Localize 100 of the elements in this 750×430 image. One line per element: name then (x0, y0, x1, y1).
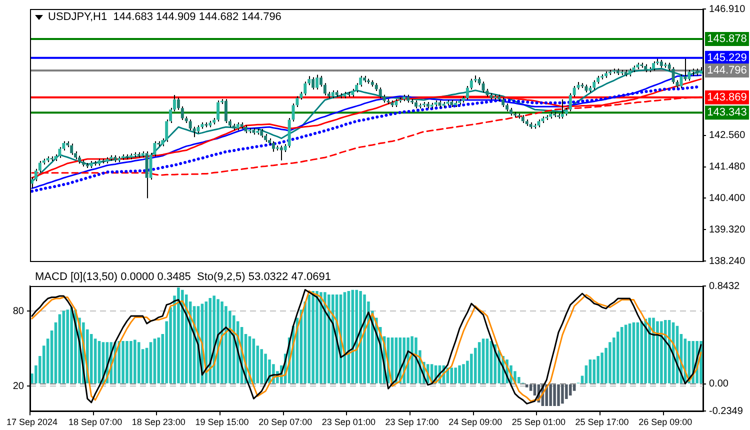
y-tick-label: 141.480 (709, 162, 746, 173)
candlestick (482, 81, 485, 93)
bar (312, 291, 314, 384)
candlestick (696, 68, 699, 76)
y-tick-label: -0.2349 (709, 406, 744, 417)
bar (652, 318, 655, 384)
candlestick (498, 94, 501, 102)
candlestick (304, 81, 307, 96)
bar (592, 360, 596, 384)
ref-line-label: 144.796 (707, 64, 747, 76)
y-tick-label: 138.240 (709, 256, 746, 267)
bar (565, 384, 568, 400)
bar (596, 356, 600, 384)
candlestick (502, 97, 505, 108)
y2-tick-label: 80 (12, 306, 24, 317)
y-tick-label: 139.320 (709, 224, 746, 236)
bar (478, 342, 481, 384)
candlestick (572, 86, 576, 98)
candlestick (672, 66, 675, 84)
bar (149, 342, 152, 384)
bar (660, 321, 663, 384)
bar (70, 307, 73, 384)
bar (328, 294, 330, 384)
candlestick (648, 66, 652, 73)
candlestick (252, 128, 256, 136)
x-tick-label: 25 Sep 01:00 (512, 417, 566, 428)
candlestick (410, 98, 414, 105)
bar (482, 338, 485, 384)
candlestick (157, 140, 160, 147)
bar (58, 314, 62, 384)
candlestick (644, 64, 648, 73)
candlestick (494, 94, 497, 100)
bar (320, 292, 322, 384)
candlestick (351, 88, 354, 98)
candlestick (114, 154, 117, 163)
candlestick (553, 112, 556, 118)
bar (462, 364, 465, 384)
bar (66, 310, 69, 384)
bar (410, 336, 414, 384)
candlestick (260, 128, 264, 138)
candlestick (386, 98, 390, 105)
candlestick (264, 133, 268, 142)
bar (137, 342, 140, 384)
bar (632, 322, 636, 384)
candlestick (280, 145, 283, 161)
candlestick (98, 158, 101, 166)
bar (636, 322, 640, 384)
bar (126, 340, 128, 384)
x-tick-label: 17 Sep 2024 (6, 417, 58, 428)
bar (620, 327, 624, 384)
x-tick-label: 26 Sep 09:00 (638, 417, 692, 428)
bar (359, 291, 362, 384)
candlestick (176, 97, 180, 110)
candlestick (430, 102, 434, 109)
candlestick (129, 152, 132, 160)
candlestick (122, 154, 125, 160)
y2-tick-label: 20 (12, 380, 24, 392)
bar (177, 288, 180, 384)
bar (134, 340, 136, 384)
y-tick-label: 142.560 (709, 130, 746, 142)
candlestick (545, 114, 548, 121)
candlestick (316, 74, 318, 90)
bar (62, 310, 66, 384)
candlestick (462, 96, 465, 104)
ref-line-label: 145.229 (707, 52, 747, 64)
y-tick-label: 140.400 (709, 192, 746, 204)
bar (553, 384, 556, 406)
candlestick (240, 122, 244, 130)
candlestick (248, 128, 252, 134)
candlestick (402, 94, 406, 102)
candlestick (394, 98, 398, 108)
bar (316, 291, 318, 384)
x-tick-label: 19 Sep 15:00 (195, 417, 249, 428)
candlestick (692, 68, 695, 77)
candlestick (537, 118, 540, 128)
x-tick-label: 18 Sep 07:00 (68, 417, 122, 428)
candlestick (216, 100, 220, 122)
bar (450, 368, 453, 384)
bar (414, 337, 418, 384)
candlestick (604, 70, 608, 78)
candlestick (568, 92, 572, 112)
candlestick (208, 120, 212, 128)
candlestick (525, 118, 528, 126)
candlestick (192, 126, 196, 138)
candlestick (145, 150, 148, 199)
bar (260, 349, 263, 384)
candlestick (200, 122, 204, 130)
bar (252, 338, 256, 384)
candlestick (58, 146, 62, 158)
candlestick (549, 112, 552, 120)
bar (486, 338, 489, 384)
candlestick (335, 90, 338, 98)
bar (130, 340, 132, 384)
candlestick (513, 112, 516, 118)
bar (628, 324, 632, 384)
x-tick-label: 23 Sep 01:00 (322, 417, 376, 428)
bar (90, 334, 93, 384)
x-tick-label: 18 Sep 23:00 (132, 417, 186, 428)
bar (122, 340, 124, 384)
candlestick (414, 100, 418, 109)
